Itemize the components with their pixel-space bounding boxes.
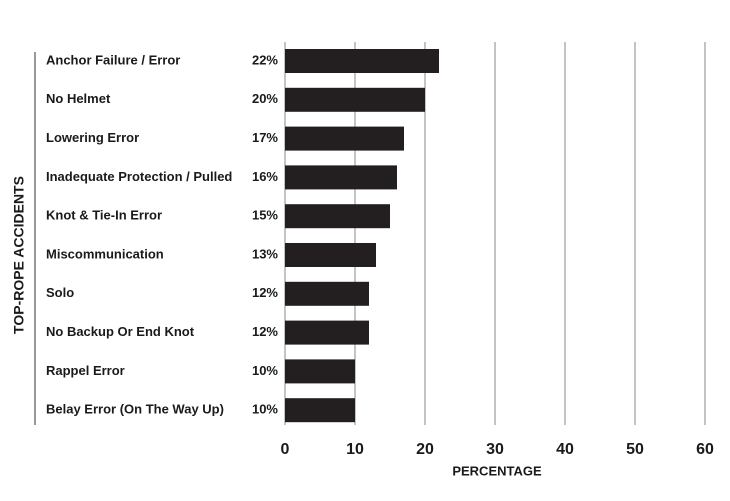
bar xyxy=(285,243,376,267)
value-label: 20% xyxy=(252,91,278,106)
x-tick-label: 40 xyxy=(556,441,574,458)
x-tick-label: 30 xyxy=(486,441,504,458)
category-label: Knot & Tie-In Error xyxy=(46,208,162,223)
value-label: 16% xyxy=(252,169,278,184)
value-label: 15% xyxy=(252,208,278,223)
x-tick-label: 50 xyxy=(626,441,644,458)
category-label: Anchor Failure / Error xyxy=(46,52,180,67)
category-label: Rappel Error xyxy=(46,363,125,378)
value-label: 17% xyxy=(252,130,278,145)
value-label: 12% xyxy=(252,285,278,300)
bar xyxy=(285,398,355,423)
x-tick-label: 60 xyxy=(696,441,714,458)
category-label: Miscommunication xyxy=(46,246,164,261)
x-axis-label: PERCENTAGE xyxy=(452,463,542,478)
value-label: 10% xyxy=(252,363,278,378)
category-label: Lowering Error xyxy=(46,130,139,145)
x-tick-label: 10 xyxy=(346,441,364,458)
bar xyxy=(285,49,439,73)
category-label: Belay Error (On The Way Up) xyxy=(46,402,224,417)
category-label: Solo xyxy=(46,285,74,300)
category-label: No Helmet xyxy=(46,91,111,106)
value-label: 13% xyxy=(252,246,278,261)
bar xyxy=(285,320,369,345)
value-label: 22% xyxy=(252,52,278,67)
y-axis-label: TOP-ROPE ACCIDENTS xyxy=(11,176,27,334)
bar xyxy=(285,165,397,190)
value-label: 10% xyxy=(252,402,278,417)
bar xyxy=(285,359,355,384)
x-tick-label: 0 xyxy=(281,441,290,458)
bar xyxy=(285,126,404,151)
bar xyxy=(285,204,390,229)
value-label: 12% xyxy=(252,324,278,339)
bar xyxy=(285,281,369,306)
x-tick-label: 20 xyxy=(416,441,434,458)
bar xyxy=(285,87,425,112)
category-label: Inadequate Protection / Pulled xyxy=(46,169,232,184)
category-label: No Backup Or End Knot xyxy=(46,324,195,339)
